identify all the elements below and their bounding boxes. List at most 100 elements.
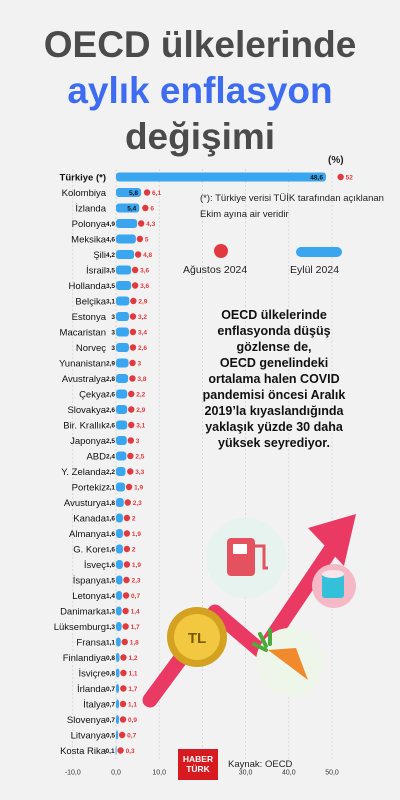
august-value-label: 3 <box>138 361 142 368</box>
september-bar <box>116 591 123 600</box>
august-value-label: 2,3 <box>133 500 142 507</box>
country-label: İzlanda <box>75 204 106 215</box>
country-label: İspanya <box>73 576 107 587</box>
x-tick-label: 0,0 <box>111 770 121 777</box>
august-value-label: 1,4 <box>131 609 140 616</box>
tl-coin-label: TL <box>188 630 206 647</box>
september-bar <box>116 699 120 709</box>
september-bar <box>116 544 123 554</box>
september-value-label: 0,8 <box>106 655 115 662</box>
september-bar <box>116 389 128 399</box>
september-value-label: 5,8 <box>129 190 138 197</box>
august-value-label: 0,7 <box>127 733 136 740</box>
country-label: Meksika <box>71 235 107 246</box>
august-dot <box>127 452 134 460</box>
september-bar <box>116 420 128 430</box>
august-value-label: 3,6 <box>140 283 149 290</box>
august-value-label: 52 <box>346 175 354 182</box>
august-value-label: 3,4 <box>138 330 147 337</box>
september-bar <box>116 327 129 337</box>
september-bar <box>116 405 128 414</box>
august-value-label: 4,3 <box>146 221 155 228</box>
september-bar <box>116 312 129 321</box>
legend-august-marker <box>214 244 228 258</box>
august-dot <box>136 235 144 243</box>
title-line-3: değişimi <box>124 116 276 157</box>
august-value-label: 3,2 <box>138 314 147 321</box>
callout-line: ortalama halen COVID <box>208 372 340 386</box>
august-value-label: 2 <box>132 547 136 554</box>
country-label: Y. Zelanda <box>61 467 106 478</box>
august-value-label: 3,6 <box>140 268 149 275</box>
september-value-label: 1,5 <box>106 578 115 585</box>
country-label: Kosta Rika <box>60 746 107 757</box>
september-value-label: 2,2 <box>106 469 115 476</box>
september-value-label: -0,1 <box>103 748 115 755</box>
september-bar <box>115 746 117 755</box>
country-label: İsviçre <box>79 669 106 680</box>
september-value-label: 4,2 <box>106 252 115 259</box>
september-value-label: 2,4 <box>106 454 115 461</box>
september-bar <box>116 188 142 197</box>
august-dot <box>119 700 127 708</box>
country-label: Türkiye (*) <box>60 173 106 184</box>
september-value-label: 0,7 <box>106 702 115 709</box>
september-bar <box>116 172 326 182</box>
august-dot <box>117 747 124 754</box>
callout-line: pandemisi öncesi Aralık <box>202 388 346 402</box>
country-label: Çekya <box>79 390 107 401</box>
country-label: Fransa <box>76 638 106 649</box>
legend-august-label: Ağustos 2024 <box>183 264 248 276</box>
august-value-label: 1,9 <box>134 485 143 492</box>
august-dot <box>142 204 149 212</box>
unit-label: (%) <box>328 155 344 166</box>
august-value-label: 1,9 <box>132 531 141 538</box>
august-dot <box>143 189 151 196</box>
title-line-2: aylık enflasyon <box>67 70 333 111</box>
august-dot <box>123 561 131 568</box>
september-value-label: 1,6 <box>106 531 115 538</box>
august-dot <box>127 468 134 475</box>
august-dot <box>128 390 135 398</box>
august-value-label: 1,2 <box>128 655 137 662</box>
september-value-label: 3 <box>111 330 115 337</box>
august-dot <box>119 716 127 723</box>
callout-line: gözlense de, <box>236 340 312 354</box>
september-bar <box>116 653 120 662</box>
september-bar <box>116 668 120 678</box>
september-value-label: 5,4 <box>127 206 136 213</box>
august-dot <box>129 313 137 320</box>
callout-text: OECD ülkelerinde enflasyonda düşüş gözle… <box>176 307 372 451</box>
legend-september-label: Eylül 2024 <box>290 264 340 276</box>
september-value-label: 1,8 <box>106 500 115 507</box>
september-value-label: 4,6 <box>106 237 115 244</box>
country-label: Hollanda <box>69 281 107 292</box>
logo-line-2: TÜRK <box>186 764 210 774</box>
august-dot <box>129 359 136 367</box>
september-bar <box>116 281 132 290</box>
august-value-label: 1,7 <box>128 686 137 693</box>
country-label: Polonya <box>72 219 107 230</box>
august-dot <box>127 437 134 444</box>
september-bar <box>116 622 122 631</box>
callout-line: enflasyonda düşüş <box>217 324 331 338</box>
september-value-label: 2,6 <box>106 407 115 414</box>
august-value-label: 1,9 <box>132 562 141 569</box>
august-dot <box>131 282 139 289</box>
september-bar <box>116 715 120 724</box>
country-label: Norveç <box>76 343 106 354</box>
august-dot <box>122 623 129 630</box>
country-label: İtalya <box>83 700 106 711</box>
august-value-label: 2,9 <box>136 407 145 414</box>
country-label: Belçika <box>75 297 106 308</box>
country-label: Estonya <box>72 312 107 323</box>
september-value-label: 2,5 <box>106 438 115 445</box>
september-value-label: 0,5 <box>106 733 115 740</box>
september-bar <box>116 203 140 213</box>
august-value-label: 1,8 <box>130 640 139 647</box>
september-bar <box>116 467 126 476</box>
august-dot <box>120 685 127 692</box>
country-label: Portekiz <box>72 483 107 494</box>
